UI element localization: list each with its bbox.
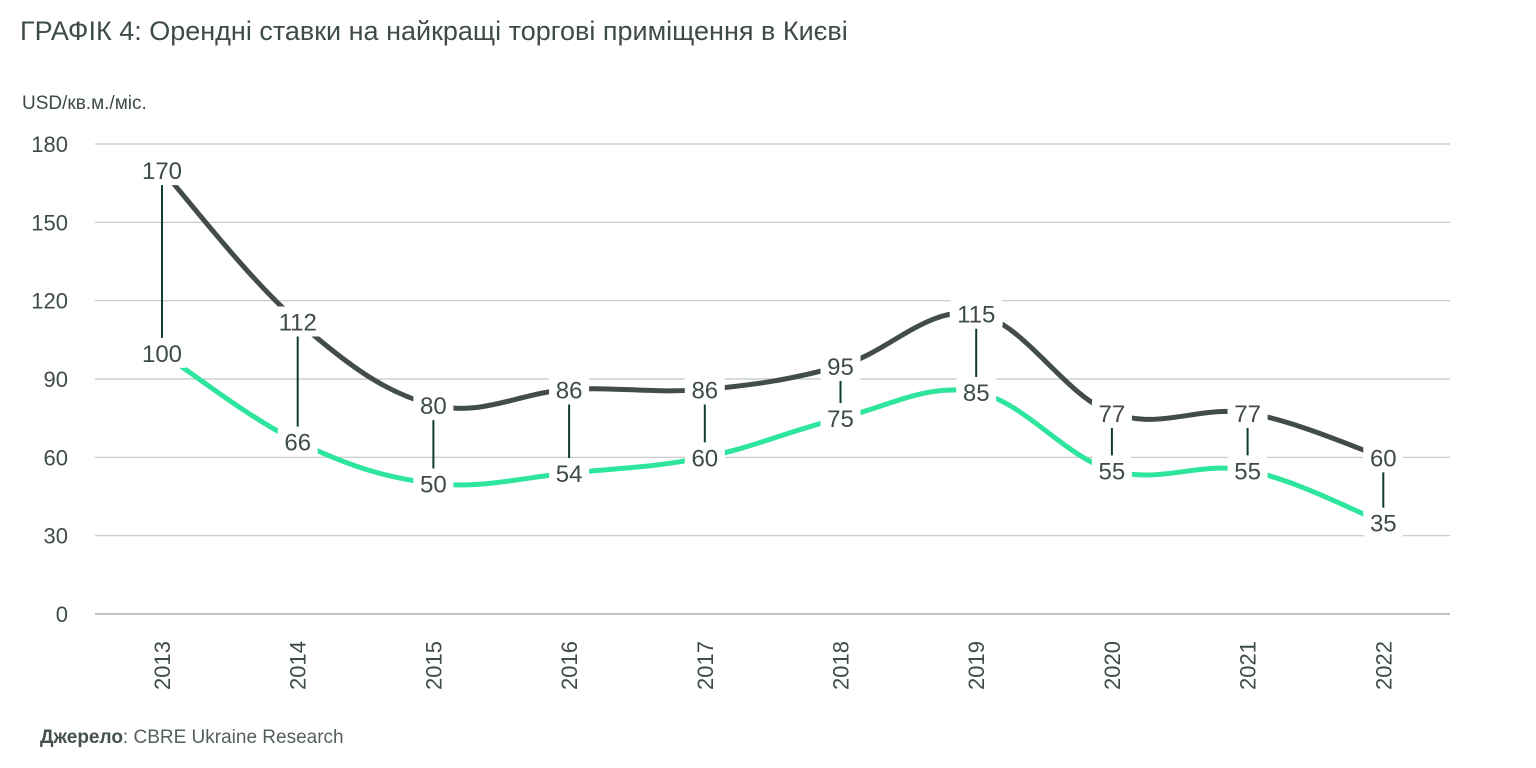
series-lines [159,167,1386,526]
y-axis-unit-label: USD/кв.м./міс. [22,93,147,114]
x-tick-label: 2018 [829,641,854,690]
data-label-bg [135,155,189,186]
y-tick-label: 60 [44,445,68,470]
data-label-bg [413,468,454,499]
x-axis-ticks: 2013 2014 2015 2016 2017 2018 2019 2020 2021 2022 [150,641,1396,690]
data-label-upper: 77 [1234,401,1261,428]
data-labels: 170 112 80 86 86 95 115 77 77 60 100 66 50 54 60 75 85 55… [135,155,1404,538]
data-label-lower: 75 [827,406,854,433]
data-label-bg [956,377,997,408]
data-label-bg [1091,397,1132,428]
data-label-upper: 115 [957,302,995,329]
data-label-bg [820,350,861,381]
data-label-upper: 77 [1099,401,1126,428]
y-axis-ticks: 0 30 60 90 120 150 180 [31,132,68,627]
x-tick-label: 2019 [964,641,989,690]
data-label-lower: 66 [284,430,311,457]
data-label-bg [135,337,189,368]
data-label-lower: 55 [1234,458,1261,485]
data-label-lower: 60 [691,445,718,472]
data-label-bg [1227,455,1268,486]
data-label-upper: 170 [142,158,182,185]
data-label-lower: 50 [420,471,447,498]
data-label-bg [1363,507,1404,538]
data-label-upper: 60 [1370,445,1397,472]
data-label-lower: 100 [142,341,182,368]
data-label-bg [277,426,318,457]
data-label-bg [820,403,861,434]
data-label-bg [549,374,590,405]
chart-title: ГРАФІК 4: Орендні ставки на найкращі тор… [20,16,848,46]
x-tick-label: 2015 [421,641,446,690]
data-label-bg [949,298,1003,329]
source-label: Джерело [40,727,123,748]
x-tick-label: 2013 [150,641,175,690]
data-label-bg [549,458,590,488]
data-label-bg [1227,397,1268,428]
data-label-bg [684,374,725,405]
data-label-lower: 54 [556,461,583,488]
data-label-lower: 85 [963,380,990,407]
source-text: : CBRE Ukraine Research [122,727,344,748]
x-tick-label: 2016 [557,641,582,690]
series-line-upper [159,167,1386,460]
data-label-lower: 35 [1370,511,1397,538]
data-label-upper: 112 [279,310,317,337]
data-label-bg [1091,455,1132,486]
x-tick-label: 2017 [693,641,718,690]
y-tick-label: 180 [31,132,68,157]
data-label-upper: 86 [691,377,718,404]
data-label-bg [413,390,454,421]
y-tick-label: 120 [31,289,68,314]
gridlines [95,143,1450,615]
x-tick-label: 2022 [1371,641,1396,690]
data-label-upper: 95 [827,354,854,381]
source-note: Джерело: CBRE Ukraine Research [40,727,344,749]
y-tick-label: 90 [44,367,68,392]
data-label-upper: 86 [556,377,583,404]
x-tick-label: 2020 [1100,641,1125,690]
y-tick-label: 30 [44,524,68,549]
data-label-bg [1363,442,1404,473]
data-label-lower: 55 [1099,458,1126,485]
data-label-upper: 80 [420,393,447,420]
data-label-bg [271,306,325,337]
y-tick-label: 0 [56,602,68,627]
x-tick-label: 2021 [1236,641,1261,690]
y-tick-label: 150 [31,210,68,235]
data-label-bg [684,442,725,473]
x-tick-label: 2014 [286,641,311,690]
series-line-lower [159,350,1386,526]
